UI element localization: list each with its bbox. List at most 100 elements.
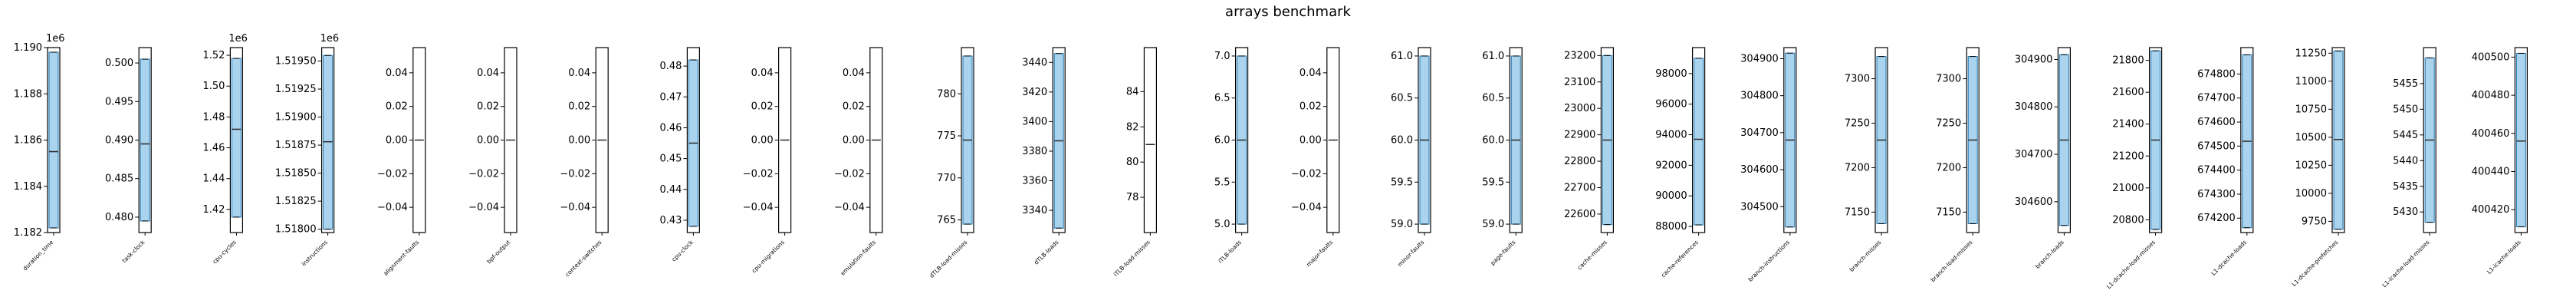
panel: −0.04 −0.02 0.00 0.02 0.04 major-faults: [1291, 47, 1340, 268]
y-tick-label: 9750: [2302, 216, 2327, 227]
y-tick-label: 1.51825: [275, 196, 317, 207]
y-tick-label: 5.0: [1214, 219, 1230, 230]
y-tick-label: 0.485: [105, 173, 133, 185]
y-tick-label: −0.02: [468, 168, 499, 180]
y-tick-label: 0.480: [105, 212, 133, 223]
y-tick-label: 7250: [1845, 117, 1870, 129]
axes-frame: [1143, 47, 1158, 233]
y-tick-label: 1.186: [14, 135, 42, 147]
panel: 674200 674300 674400 674500 674600 674700 6748…: [2197, 47, 2254, 277]
y-tick-label: 304800: [1740, 91, 1779, 102]
y-tick-label: −0.02: [560, 168, 590, 180]
y-tick-label: 1.48: [202, 111, 225, 123]
y-tick-label: 7150: [1936, 206, 1961, 218]
y-tick-label: 3360: [1022, 176, 1047, 187]
y-tick-label: −0.02: [834, 168, 865, 180]
box: [48, 51, 59, 229]
y-tick-label: 0.02: [1300, 101, 1322, 113]
panel: 22600 22700 22800 22900 23000 23100 23200 cache…: [1564, 47, 1614, 271]
y-tick-label: 98000: [1655, 68, 1687, 80]
y-tick-label: 3420: [1022, 87, 1047, 98]
y-tick-label: 400480: [2472, 90, 2510, 101]
y-tick-label: 770: [937, 173, 956, 184]
y-tick-label: 7150: [1845, 206, 1870, 218]
y-tick-label: −0.04: [560, 202, 590, 213]
y-tick-label: 21200: [2112, 150, 2144, 162]
y-tick-label: 780: [937, 88, 956, 100]
y-tick-label: 61.0: [1482, 51, 1504, 62]
panel: 400420 400440 400460 400480 400500 L1-icache-…: [2472, 47, 2528, 276]
y-tick-label: 400460: [2472, 128, 2510, 140]
y-tick-label: 10500: [2295, 132, 2327, 144]
y-tick-label: −0.04: [743, 202, 774, 213]
panel: −0.04 −0.02 0.00 0.02 0.04 emulation-faults: [834, 47, 883, 277]
y-tick-label: 22700: [1564, 182, 1595, 193]
y-tick-label: 90000: [1655, 190, 1687, 202]
y-tick-label: 0.45: [659, 154, 682, 165]
y-tick-label: 80: [1126, 157, 1139, 168]
x-tick-label: instructions: [301, 239, 329, 267]
y-tick-label: 0.04: [843, 68, 865, 79]
panel: 5.0 5.5 6.0 6.5 7.0 iTLB-loads: [1214, 47, 1249, 265]
x-tick-label: task-clock: [121, 239, 147, 265]
x-tick-label: bpf-output: [485, 239, 511, 265]
y-tick-label: 23100: [1564, 77, 1595, 88]
y-tick-label: 1.52: [202, 50, 225, 61]
y-tick-label: 1.51900: [275, 112, 317, 124]
panel: 1.51800 1.51825 1.51850 1.51875 1.51900 1.519…: [275, 33, 339, 267]
y-tick-label: 3380: [1022, 146, 1047, 157]
y-tick-label: 0.04: [386, 68, 408, 79]
y-tick-label: 0.04: [568, 68, 590, 79]
x-tick-label: duration_time: [21, 239, 55, 272]
y-tick-label: 6.5: [1214, 93, 1230, 104]
x-tick-label: dTLB-loads: [1033, 239, 1060, 266]
y-tick-label: 674400: [2197, 165, 2236, 177]
y-tick-label: 0.00: [477, 135, 499, 147]
x-tick-label: context-switches: [564, 239, 603, 278]
x-tick-label: L1-dcache-loads: [2210, 239, 2249, 277]
panel: 1.182 1.184 1.186 1.188 1.190 1e6 duration_tim…: [14, 33, 65, 272]
box: [140, 58, 150, 222]
y-tick-label: 5.5: [1214, 177, 1230, 188]
panel: 0.480 0.485 0.490 0.495 0.500 task-clock: [105, 47, 152, 265]
y-tick-label: 0.46: [659, 122, 682, 134]
panel: −0.04 −0.02 0.00 0.02 0.04 bpf-output: [468, 47, 518, 265]
y-tick-label: 5445: [2393, 130, 2418, 141]
y-tick-label: 674700: [2197, 93, 2236, 104]
y-tick-label: 7200: [1936, 162, 1961, 173]
y-tick-label: −0.04: [834, 202, 865, 213]
y-tick-label: −0.02: [743, 168, 774, 180]
x-tick-label: L1-icache-loads: [2486, 239, 2522, 276]
box: [2515, 52, 2526, 228]
y-tick-label: 7.0: [1214, 51, 1230, 62]
y-tick-label: 304800: [2015, 101, 2053, 113]
y-tick-label: 21400: [2112, 119, 2144, 130]
y-tick-label: 7300: [1936, 74, 1961, 85]
y-tick-label: 0.00: [568, 135, 590, 147]
axis-multiplier: 1e6: [46, 33, 65, 45]
panel: 3340 3360 3380 3400 3420 3440 dTLB-loads: [1022, 47, 1066, 266]
y-tick-label: 21000: [2112, 183, 2144, 194]
panel: 7150 7200 7250 7300 branch-load-misses: [1929, 47, 1980, 283]
x-tick-label: cache-misses: [1576, 239, 1608, 271]
x-tick-label: minor-faults: [1396, 239, 1425, 268]
y-tick-label: 59.0: [1482, 219, 1504, 230]
y-tick-label: 400440: [2472, 166, 2510, 177]
y-tick-label: 10250: [2295, 160, 2327, 171]
y-tick-label: 1.46: [202, 143, 225, 154]
axis-multiplier: 1e6: [320, 33, 340, 45]
x-tick-label: iTLB-loads: [1217, 239, 1243, 265]
y-tick-label: 0.47: [659, 91, 682, 103]
y-tick-label: 82: [1126, 121, 1139, 133]
y-tick-label: 674600: [2197, 117, 2236, 128]
y-tick-label: 5430: [2393, 206, 2418, 218]
x-tick-label: L1-icache-load-misses: [2380, 239, 2430, 289]
panel: 59.0 59.5 60.0 60.5 61.0 minor-faults: [1391, 47, 1431, 268]
y-tick-label: 5440: [2393, 155, 2418, 167]
y-tick-label: 3440: [1022, 57, 1047, 68]
y-tick-label: 0.495: [105, 96, 133, 107]
y-tick-label: 59.0: [1391, 219, 1413, 230]
y-tick-label: 0.00: [751, 135, 774, 147]
x-tick-label: emulation-faults: [839, 239, 877, 277]
